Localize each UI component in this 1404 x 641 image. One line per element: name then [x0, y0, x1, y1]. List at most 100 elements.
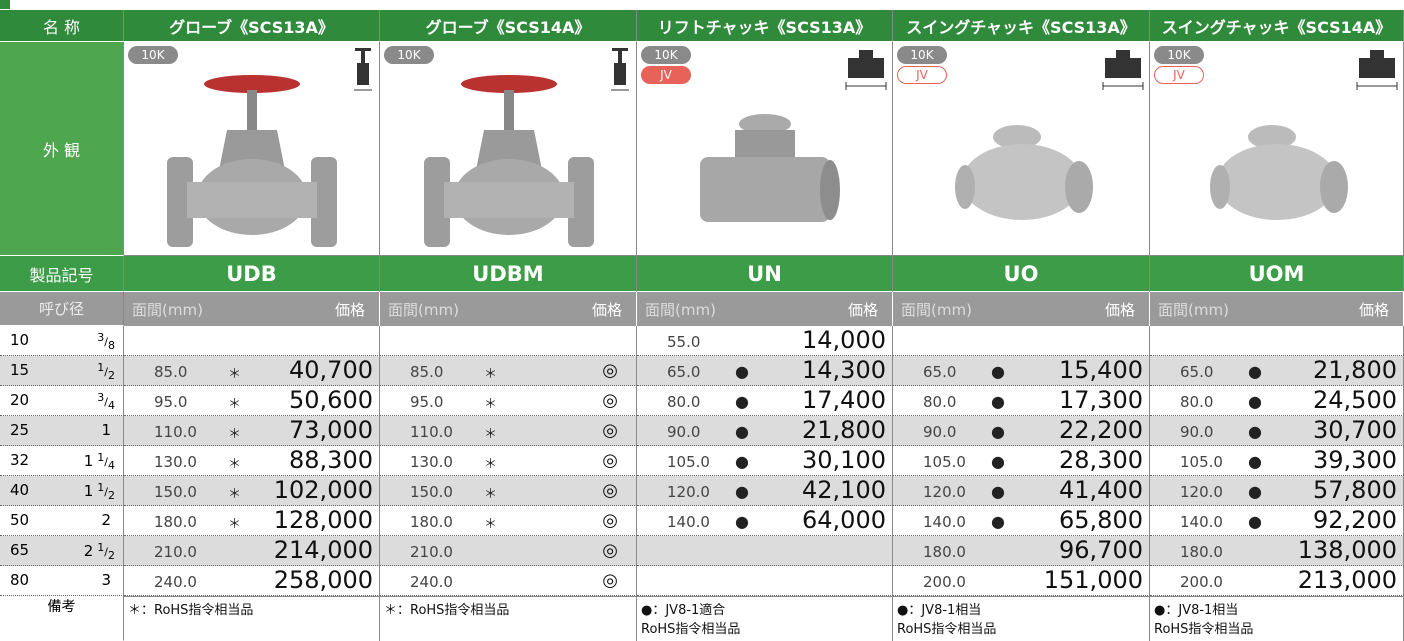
inch-num: 1: [97, 541, 105, 554]
product-image-cell: 10K JV: [1150, 42, 1404, 256]
price: 30,100: [802, 446, 886, 474]
code-label: 製品記号: [0, 256, 124, 292]
price: 102,000: [273, 476, 373, 504]
face-to-face: 90.0: [923, 423, 957, 441]
size-mm: 15: [10, 361, 30, 379]
price-header: 価格: [591, 301, 622, 319]
badge: JV: [897, 66, 947, 84]
inch-den: 4: [108, 398, 115, 412]
price: 57,800: [1313, 476, 1397, 504]
remarks-cell: ●：JV8-1相当 RoHS指令相当品: [1150, 596, 1404, 641]
price-cell: 130.0 ＊ 88,300: [124, 446, 380, 476]
price: 21,800: [1313, 356, 1397, 384]
face-to-face: 105.0: [667, 453, 710, 471]
name-label: 名 称: [0, 10, 124, 42]
price-header: 価格: [1358, 301, 1389, 319]
mark: ●: [1248, 392, 1262, 411]
product-name: グローブ《SCS14A》: [380, 10, 637, 42]
face-to-face: 90.0: [667, 423, 701, 441]
price-cell: 80.0 ● 24,500: [1150, 386, 1404, 416]
remarks-cell: ＊：RoHS指令相当品: [124, 596, 380, 641]
face-to-face: 120.0: [1180, 483, 1223, 501]
remarks-cell: ●：JV8-1相当 RoHS指令相当品: [893, 596, 1150, 641]
size-cell: 25 1: [0, 416, 124, 446]
price: 14,000: [802, 326, 886, 354]
price: 41,400: [1059, 476, 1143, 504]
face-to-face: 140.0: [923, 513, 966, 531]
inch-den: 2: [108, 488, 115, 502]
price-cell: 105.0 ● 28,300: [893, 446, 1150, 476]
sub-header: 面間(mm) 価格: [1150, 292, 1404, 326]
price: ◎: [602, 480, 618, 501]
face-to-face: 95.0: [410, 393, 444, 411]
size-cell: 15 1/2: [0, 356, 124, 386]
product-code: UDB: [124, 256, 380, 292]
price: 128,000: [273, 506, 373, 534]
price: ◎: [602, 390, 618, 411]
face-to-face: 130.0: [410, 453, 453, 471]
price-cell: 200.0 213,000: [1150, 566, 1404, 596]
dimension-icon: [1355, 46, 1399, 96]
remark: ＊：RoHS指令相当品: [384, 603, 510, 618]
price-cell: 85.0 ＊ ◎: [380, 356, 637, 386]
size-cell: 65 2 1/2: [0, 536, 124, 566]
size-inch: 1 1/4: [84, 451, 115, 472]
product-image-cell: 10K JV: [637, 42, 893, 256]
face-to-face: 95.0: [154, 393, 188, 411]
price: ◎: [602, 450, 618, 471]
badge: JV: [1154, 66, 1204, 84]
face-header: 面間(mm): [132, 301, 203, 319]
price-cell: 180.0 138,000: [1150, 536, 1404, 566]
price-cell: 130.0 ＊ ◎: [380, 446, 637, 476]
remarks-cell: ＊：RoHS指令相当品: [380, 596, 637, 641]
remark: ＊：RoHS指令相当品: [128, 603, 254, 618]
badge: JV: [641, 66, 691, 84]
inch-whole: 1: [101, 421, 111, 439]
price-cell: 180.0 96,700: [893, 536, 1150, 566]
price: 65,800: [1059, 506, 1143, 534]
price-cell: [893, 326, 1150, 356]
price-cell: 95.0 ＊ 50,600: [124, 386, 380, 416]
sub-header: 面間(mm) 価格: [893, 292, 1150, 326]
dimension-icon: [353, 46, 373, 100]
price-cell: 140.0 ● 92,200: [1150, 506, 1404, 536]
face-to-face: 110.0: [410, 423, 453, 441]
mark: ＊: [484, 427, 498, 442]
face-to-face: 110.0: [154, 423, 197, 441]
inch-den: 8: [108, 338, 115, 352]
inch-fraction: 1/2: [97, 361, 115, 382]
face-to-face: 80.0: [667, 393, 701, 411]
product-name: スイングチャッキ《SCS13A》: [893, 10, 1150, 42]
inch-whole: 2: [101, 511, 111, 529]
mark: ●: [735, 452, 749, 471]
mark: ●: [991, 482, 1005, 501]
sub-header: 面間(mm) 価格: [637, 292, 893, 326]
price: 92,200: [1313, 506, 1397, 534]
face-to-face: 140.0: [1180, 513, 1223, 531]
price-cell: 90.0 ● 22,200: [893, 416, 1150, 446]
price: 28,300: [1059, 446, 1143, 474]
mark: ●: [991, 362, 1005, 381]
dimension-icon: [1101, 46, 1145, 96]
face-to-face: 180.0: [923, 543, 966, 561]
price: 21,800: [802, 416, 886, 444]
inch-fraction: 1/2: [97, 481, 115, 502]
face-to-face: 180.0: [154, 513, 197, 531]
remark: RoHS指令相当品: [641, 622, 741, 637]
badge: 10K: [128, 46, 178, 64]
price-cell: 210.0 ◎: [380, 536, 637, 566]
face-to-face: 90.0: [1180, 423, 1214, 441]
price: 151,000: [1043, 566, 1143, 594]
mark: ＊: [484, 457, 498, 472]
inch-slash: /: [104, 545, 108, 559]
price-cell: 180.0 ＊ 128,000: [124, 506, 380, 536]
marker: [0, 0, 10, 9]
price: ◎: [602, 510, 618, 531]
face-to-face: 105.0: [1180, 453, 1223, 471]
price-cell: 80.0 ● 17,400: [637, 386, 893, 416]
face-to-face: 65.0: [667, 363, 701, 381]
badge: 10K: [641, 46, 691, 64]
price-header: 価格: [1104, 301, 1135, 319]
price-cell: 200.0 151,000: [893, 566, 1150, 596]
